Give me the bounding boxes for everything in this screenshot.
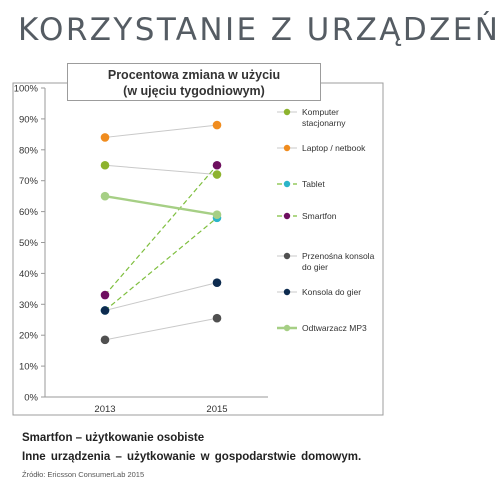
chart-title-line-2: (w ujęciu tygodniowym) — [123, 84, 265, 98]
source-note: Źródło: Ericsson ConsumerLab 2015 — [22, 470, 145, 479]
y-tick-label: 70% — [19, 176, 39, 187]
series-line — [104, 164, 218, 296]
legend-label: Komputer — [302, 107, 339, 117]
legend-marker — [283, 180, 291, 188]
legend-marker — [283, 212, 291, 220]
series-line — [104, 317, 218, 341]
x-tick-label: 2015 — [206, 404, 227, 415]
x-tick-label: 2013 — [94, 404, 115, 415]
axes: 0% 10% 20% 30% 40% 50% 60% 70% 80% 90% 100% 2013 201… — [14, 84, 268, 415]
y-tick-label: 40% — [19, 269, 39, 280]
y-tick-label: 100% — [14, 84, 39, 95]
series-lines — [104, 124, 218, 341]
legend-marker — [283, 252, 291, 260]
chart-title-line-1: Procentowa zmiana w użyciu — [107, 68, 281, 82]
legend-marker — [283, 288, 291, 296]
data-point — [100, 335, 110, 345]
legend-label: stacjonarny — [302, 118, 346, 128]
y-tick-label: 20% — [19, 331, 39, 342]
page-title: KORZYSTANIE Z URZĄDZEŃ — [18, 12, 497, 48]
footnote-smartphone: Smartfon – użytkowanie osobiste — [22, 432, 205, 444]
series-line — [104, 164, 218, 176]
data-point — [212, 160, 222, 170]
legend-label: Smartfon — [302, 211, 337, 221]
data-point — [212, 313, 222, 323]
y-tick-label: 90% — [19, 114, 39, 125]
series-line — [104, 124, 218, 138]
data-point — [212, 170, 222, 179]
series-markers — [100, 120, 222, 345]
data-point — [212, 120, 222, 130]
plot-area-border — [12, 82, 384, 416]
legend-label: do gier — [302, 262, 328, 272]
chart-title: Procentowa zmiana w użyciu (w ujęciu tyg… — [67, 63, 321, 101]
y-tick-label: 0% — [24, 393, 38, 404]
data-point — [100, 160, 110, 170]
data-point — [100, 133, 110, 142]
y-tick-label: 60% — [19, 207, 39, 218]
legend-label: Tablet — [302, 179, 325, 189]
data-point — [100, 191, 110, 201]
footnote-other-devices: Inne urządzenia – użytkowanie w gospodar… — [22, 451, 362, 463]
y-tick-label: 30% — [19, 300, 39, 311]
data-point — [100, 290, 110, 300]
legend-label: Konsola do gier — [302, 287, 361, 297]
y-tick-label: 80% — [19, 145, 39, 156]
data-point — [212, 278, 222, 287]
y-tick-label: 50% — [19, 238, 39, 249]
legend-marker — [283, 144, 291, 152]
legend-label: Laptop / netbook — [302, 143, 366, 153]
legend-marker — [283, 108, 291, 116]
legend-label: Odtwarzacz MP3 — [302, 323, 367, 333]
series-line — [104, 217, 218, 311]
data-point — [100, 306, 110, 315]
series-line — [104, 282, 218, 311]
legend-label: Przenośna konsola — [302, 251, 375, 261]
legend-marker — [283, 324, 291, 332]
series-line — [104, 194, 218, 216]
y-tick-label: 10% — [19, 362, 39, 373]
data-point — [212, 210, 222, 219]
